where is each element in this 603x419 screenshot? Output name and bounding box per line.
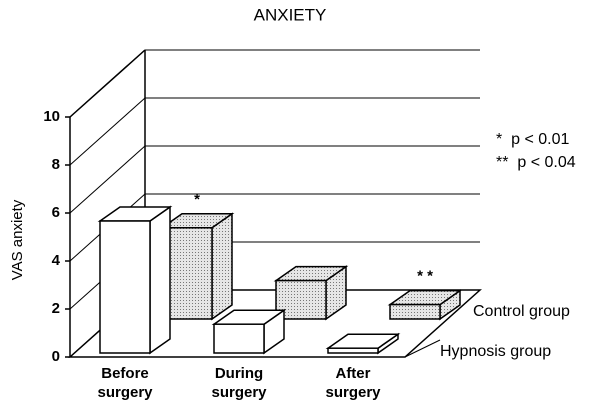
x-tick-label: During surgery [211,365,267,401]
note: ** p < 0.04 [496,154,576,171]
grid-line [69,49,146,118]
y-tick-label: 0 [52,348,60,365]
y-tick-label: 10 [43,108,60,125]
grid-line [69,145,146,214]
y-tick-label: 2 [52,300,60,317]
significance-label: * [194,191,200,208]
note: * p < 0.01 [496,131,569,148]
x-tick-label: After surgery [325,365,381,401]
legend-label: Control group [473,303,570,320]
significance-label: * * [417,268,433,285]
bar-front [99,220,151,354]
x-tick-label: Before surgery [97,365,153,401]
bar-front [213,323,265,354]
grid-line [69,97,146,166]
y-tick-label: 4 [52,252,61,269]
legend-label: Hypnosis group [440,343,551,360]
chart-title: ANXIETY [254,5,327,24]
row-edge [404,339,441,358]
y-tick-label: 6 [52,204,60,221]
bar-side [211,212,233,321]
y-tick-label: 8 [52,156,60,173]
bar-front [389,303,441,320]
bar-front [327,347,379,354]
bar-side [149,205,171,355]
y-axis-label: VAS anxiety [9,199,26,280]
